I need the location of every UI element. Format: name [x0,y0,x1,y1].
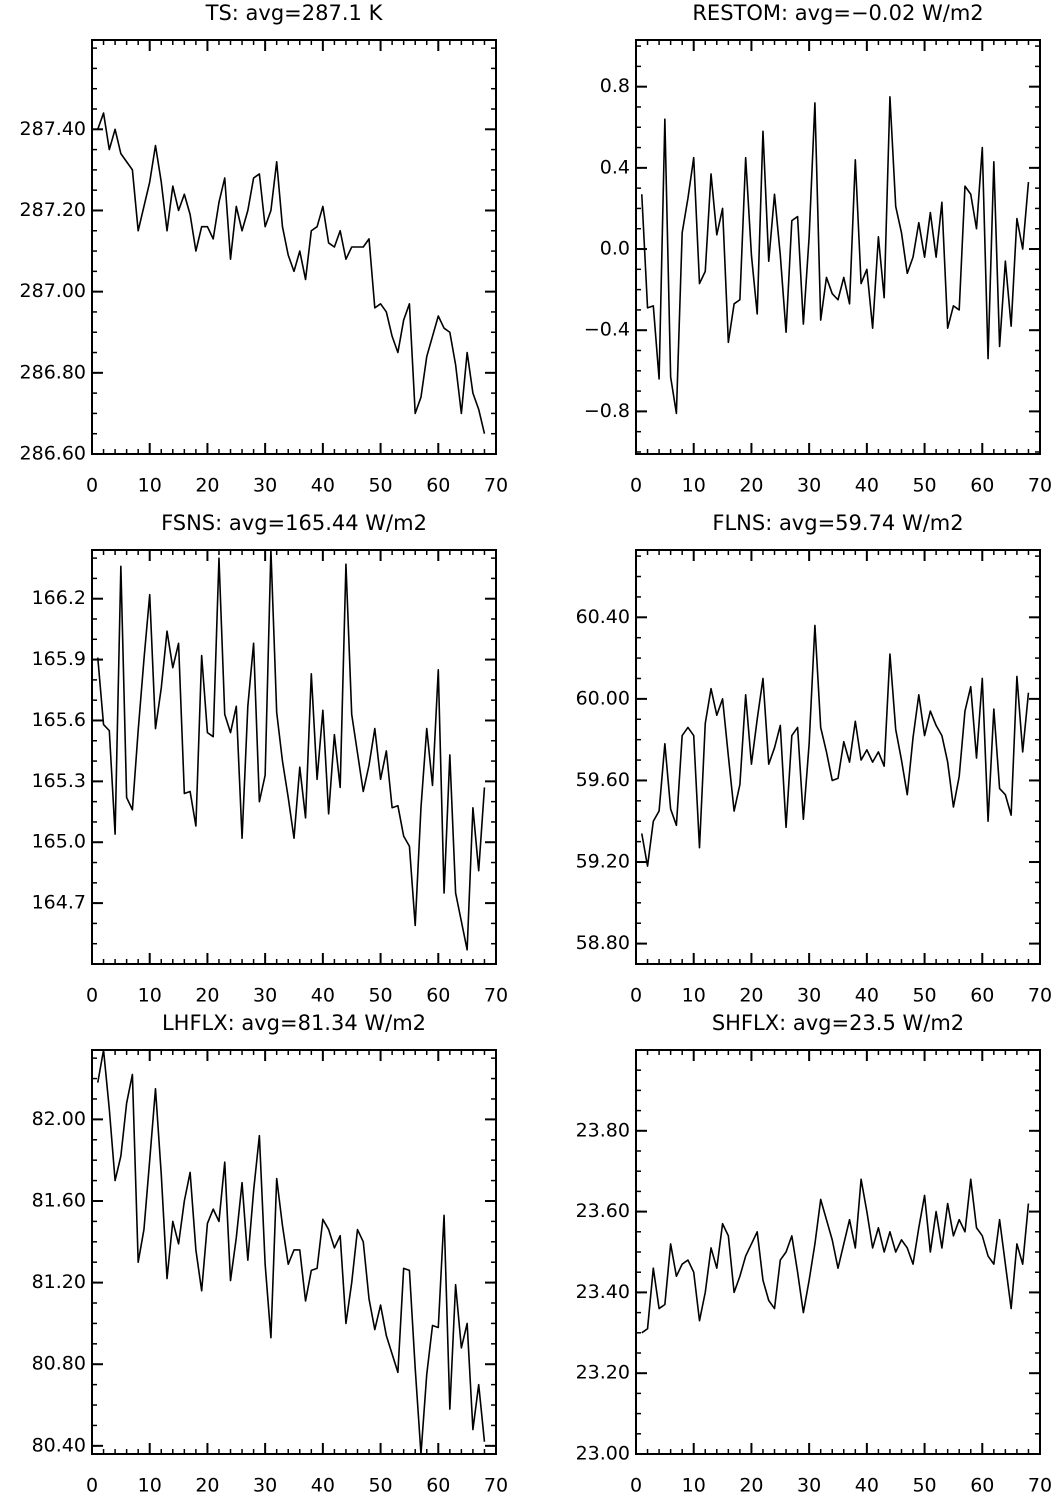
y-tick-label: 164.7 [32,892,86,914]
plot-frame [635,1049,1041,1455]
x-tick-label: 70 [484,985,508,1007]
chart-title: FSNS: avg=165.44 W/m2 [161,511,427,535]
x-tick-label: 60 [970,1475,994,1494]
x-tick-label: 30 [253,475,277,497]
y-tick-label: 80.80 [32,1353,86,1375]
y-tick-label: 166.2 [32,587,86,609]
x-tick-label: 0 [86,985,98,1007]
x-tick-label: 20 [739,985,763,1007]
y-tick-label: 0.4 [600,156,630,178]
x-tick-label: 30 [253,1475,277,1494]
x-tick-label: 10 [138,475,162,497]
x-tick-label: 70 [1028,1475,1052,1494]
x-tick-label: 10 [682,985,706,1007]
y-tick-label: 286.80 [20,361,86,383]
x-tick-label: 0 [630,1475,642,1494]
x-tick-label: 20 [195,475,219,497]
y-tick-label: 81.20 [32,1271,86,1293]
data-line [97,112,486,434]
y-tick-label: −0.4 [584,319,630,341]
y-tick-label: 60.00 [576,687,630,709]
y-tick-label: 23.20 [576,1362,630,1384]
x-tick-label: 50 [368,1475,392,1494]
x-tick-label: 20 [195,985,219,1007]
x-tick-label: 50 [912,475,936,497]
x-tick-label: 10 [138,1475,162,1494]
y-tick-label: 23.40 [576,1281,630,1303]
x-tick-label: 40 [855,985,879,1007]
chart-title: FLNS: avg=59.74 W/m2 [712,511,963,535]
x-tick-label: 10 [682,475,706,497]
chart-title: RESTOM: avg=−0.02 W/m2 [692,1,983,25]
y-tick-label: 59.20 [576,851,630,873]
plot-frame [635,549,1041,965]
x-tick-label: 50 [912,1475,936,1494]
data-line [641,1178,1030,1334]
y-tick-label: −0.8 [584,400,630,422]
x-tick-label: 30 [253,985,277,1007]
x-tick-label: 50 [368,985,392,1007]
chart-title: SHFLX: avg=23.5 W/m2 [712,1011,964,1035]
x-tick-label: 30 [797,1475,821,1494]
y-tick-label: 60.40 [576,606,630,628]
plot-frame [91,1049,497,1455]
data-line [640,96,1030,415]
x-tick-label: 60 [970,475,994,497]
y-tick-label: 0.8 [600,75,630,97]
y-tick-label: 80.40 [32,1434,86,1456]
data-line [96,549,486,951]
x-tick-label: 70 [1028,475,1052,497]
y-tick-label: 165.9 [32,648,86,670]
x-tick-label: 0 [86,1475,98,1494]
x-tick-label: 60 [426,475,450,497]
chart-title: TS: avg=287.1 K [205,1,384,25]
x-tick-label: 70 [484,475,508,497]
x-tick-label: 0 [630,985,642,1007]
x-tick-label: 40 [311,475,335,497]
x-tick-label: 50 [368,475,392,497]
y-tick-label: 58.80 [576,932,630,954]
chart-title: LHFLX: avg=81.34 W/m2 [162,1011,426,1035]
y-tick-label: 23.60 [576,1200,630,1222]
y-tick-label: 286.60 [20,443,86,465]
x-tick-label: 20 [739,1475,763,1494]
x-tick-label: 60 [426,985,450,1007]
data-line [96,1049,486,1455]
x-tick-label: 0 [86,475,98,497]
plot-frame [91,39,497,455]
y-tick-label: 165.3 [32,770,86,792]
y-tick-label: 287.40 [20,118,86,140]
x-tick-label: 10 [682,1475,706,1494]
x-tick-label: 50 [912,985,936,1007]
x-tick-label: 40 [311,1475,335,1494]
y-tick-label: 287.00 [20,280,86,302]
x-tick-label: 40 [855,475,879,497]
y-tick-label: 0.0 [600,238,630,260]
x-tick-label: 20 [195,1475,219,1494]
y-tick-label: 82.00 [32,1108,86,1130]
data-line [640,624,1030,867]
x-tick-label: 30 [797,985,821,1007]
y-tick-label: 165.6 [32,709,86,731]
plot-frame [91,549,497,965]
x-tick-label: 60 [426,1475,450,1494]
y-tick-label: 23.00 [576,1443,630,1465]
x-tick-label: 40 [311,985,335,1007]
x-tick-label: 70 [1028,985,1052,1007]
x-tick-label: 70 [484,1475,508,1494]
y-tick-label: 59.60 [576,769,630,791]
x-tick-label: 40 [855,1475,879,1494]
y-tick-label: 23.80 [576,1119,630,1141]
x-tick-label: 10 [138,985,162,1007]
x-tick-label: 20 [739,475,763,497]
y-tick-label: 81.60 [32,1189,86,1211]
y-tick-label: 287.20 [20,199,86,221]
x-tick-label: 60 [970,985,994,1007]
plot-frame [635,39,1041,455]
y-tick-label: 165.0 [32,831,86,853]
x-tick-label: 30 [797,475,821,497]
x-tick-label: 0 [630,475,642,497]
